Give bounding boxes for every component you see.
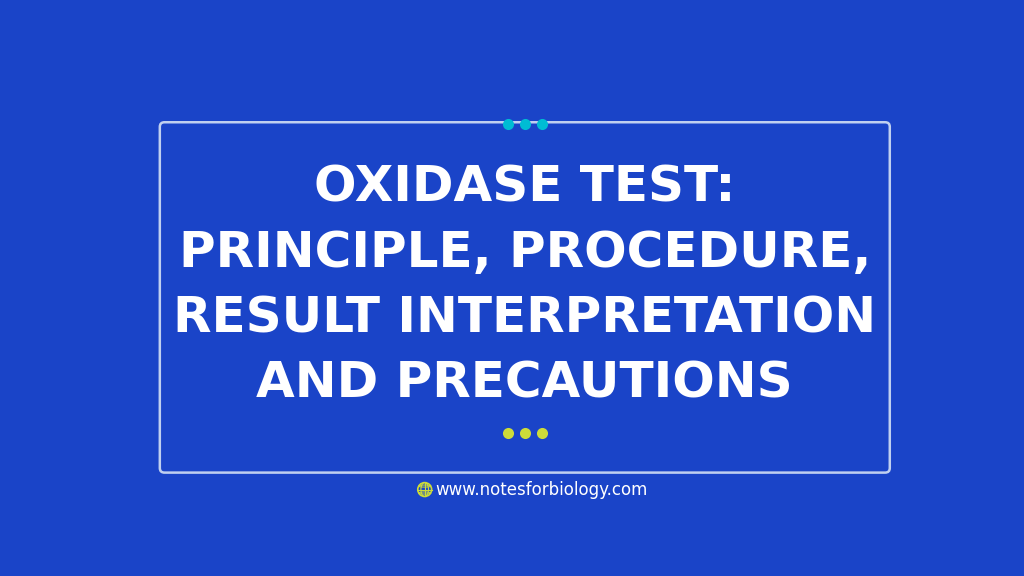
Text: AND PRECAUTIONS: AND PRECAUTIONS	[256, 359, 794, 408]
Text: RESULT INTERPRETATION: RESULT INTERPRETATION	[173, 294, 877, 342]
FancyBboxPatch shape	[160, 122, 890, 472]
Text: www.notesforbiology.com: www.notesforbiology.com	[435, 480, 648, 499]
Text: OXIDASE TEST:: OXIDASE TEST:	[314, 164, 735, 211]
Text: PRINCIPLE, PROCEDURE,: PRINCIPLE, PROCEDURE,	[178, 229, 871, 276]
